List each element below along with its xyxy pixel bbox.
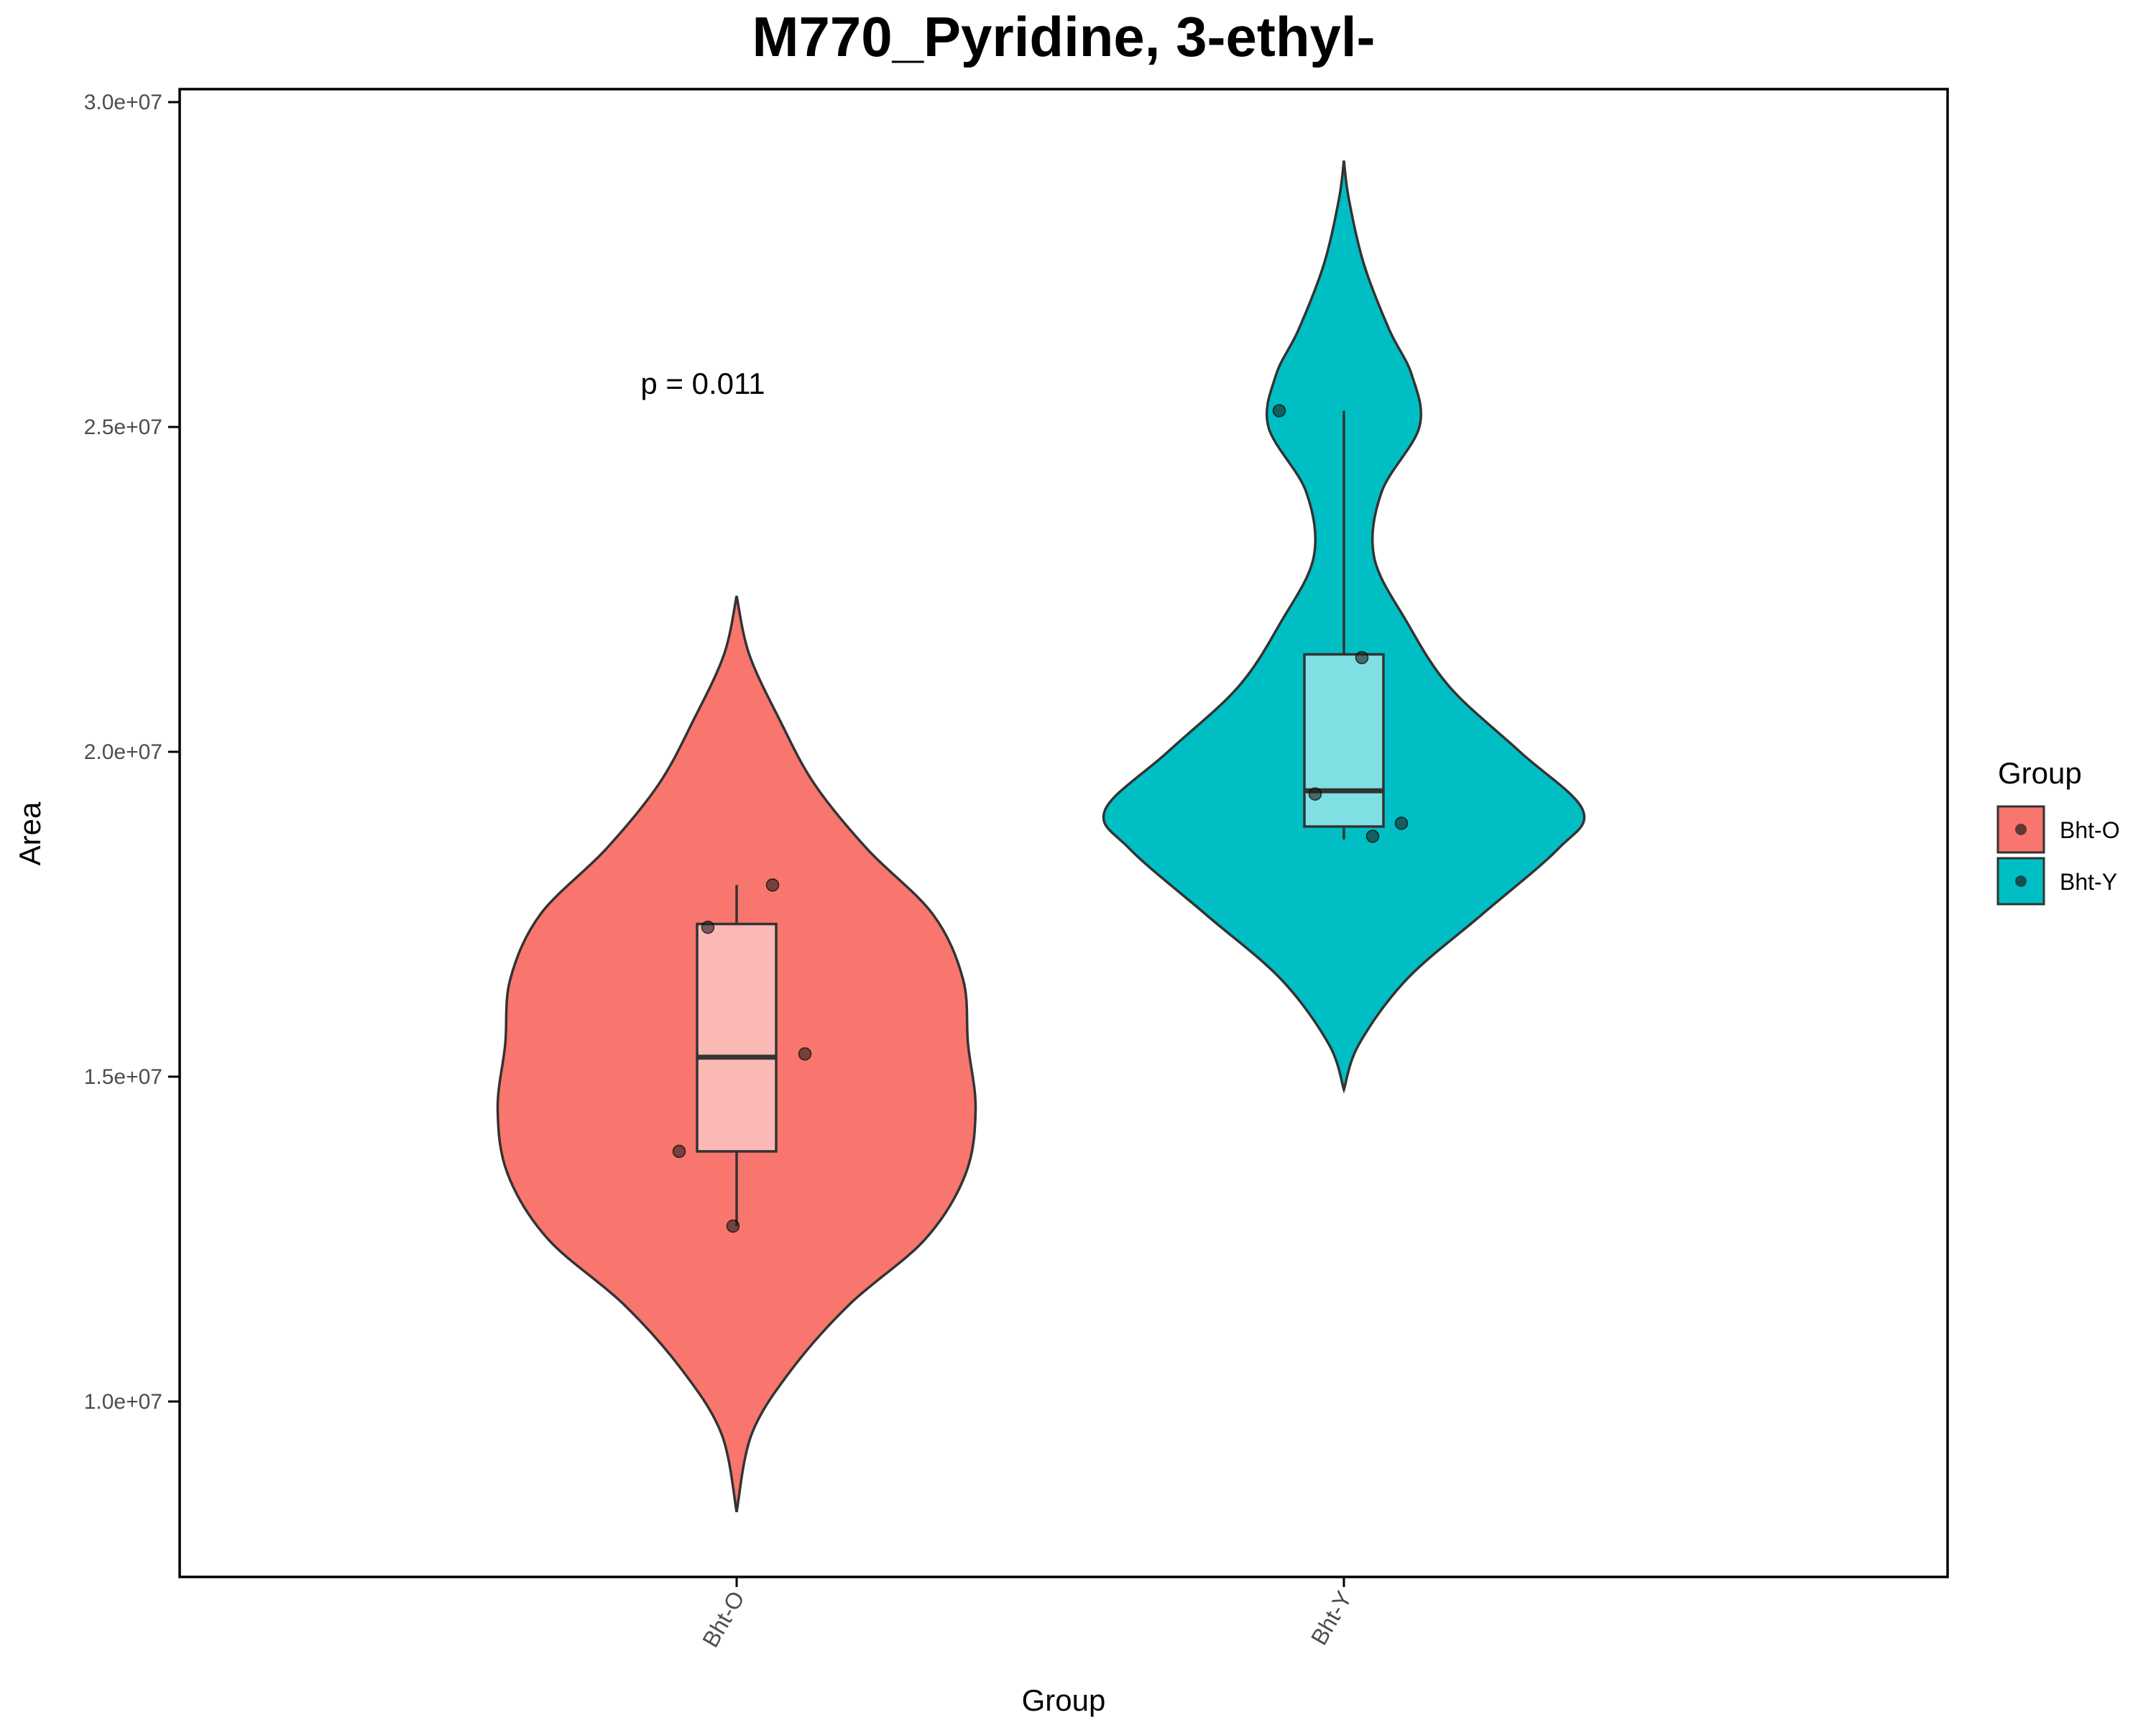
data-point-bht-y-4 — [1365, 829, 1380, 843]
chart-title: M770_Pyridine, 3-ethyl- — [752, 5, 1376, 68]
p-value-annotation: p = 0.011 — [640, 367, 765, 400]
data-point-bht-o-1 — [672, 1144, 686, 1159]
y-axis-title: Area — [13, 801, 47, 865]
data-point-bht-y-2 — [1308, 787, 1322, 801]
x-axis: Bht-O Bht-Y — [697, 1577, 1357, 1652]
data-point-bht-y-5 — [1394, 816, 1409, 830]
data-point-bht-y-1 — [1272, 404, 1286, 418]
y-axis: 1.0e+07 1.5e+07 2.0e+07 2.5e+07 3.0e+07 — [84, 91, 180, 1414]
x-tick-label: Bht-O — [697, 1587, 750, 1652]
data-point-bht-o-5 — [798, 1047, 812, 1061]
box-bht-o — [696, 922, 778, 1153]
data-point-bht-y-3 — [1355, 650, 1369, 665]
legend-key-bht-y — [1996, 857, 2045, 906]
legend: Group Bht-O Bht-Y — [1996, 756, 2120, 906]
legend-label-bht-o: Bht-O — [2060, 817, 2120, 843]
x-axis-title: Group — [1022, 1683, 1106, 1717]
legend-title: Group — [1998, 756, 2082, 790]
data-point-bht-o-2 — [701, 920, 715, 934]
legend-key-point-bht-o — [2015, 824, 2027, 835]
y-tick-label: 1.0e+07 — [84, 1390, 162, 1414]
y-tick-label: 2.5e+07 — [84, 415, 162, 439]
y-tick-label: 1.5e+07 — [84, 1065, 162, 1089]
plot-panel — [178, 88, 1949, 1578]
points-layer — [672, 404, 1409, 1233]
data-point-bht-o-3 — [726, 1219, 740, 1233]
data-point-bht-o-4 — [765, 878, 780, 892]
y-tick-label: 3.0e+07 — [84, 91, 162, 114]
y-tick-label: 2.0e+07 — [84, 740, 162, 764]
legend-label-bht-y: Bht-Y — [2060, 869, 2117, 895]
box-bht-y — [1303, 653, 1385, 828]
legend-key-point-bht-y — [2015, 875, 2027, 887]
boxplot-layer — [696, 410, 1385, 1226]
x-tick-label: Bht-Y — [1306, 1587, 1357, 1650]
